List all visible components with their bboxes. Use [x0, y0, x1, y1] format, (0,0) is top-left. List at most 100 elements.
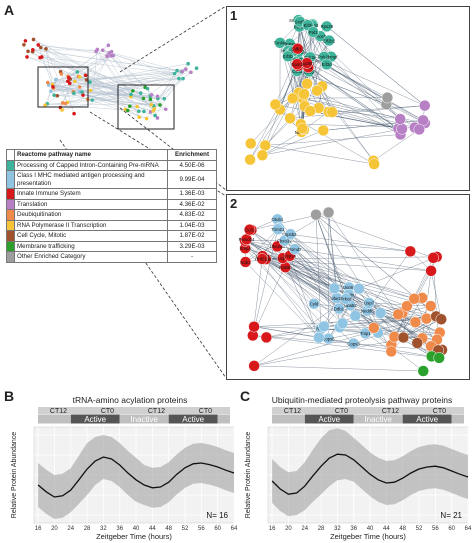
- overview-node: [39, 45, 43, 50]
- network-node-label: Rab5b: [279, 265, 292, 270]
- phase-band-tail: [451, 414, 464, 424]
- overview-network: [22, 37, 199, 130]
- network-node: [363, 297, 375, 309]
- overview-node: [59, 72, 64, 76]
- network-node: [433, 352, 445, 364]
- network-node-label: Prkcd: [341, 297, 353, 302]
- overview-node: [65, 79, 70, 84]
- legend-pathway-name: Class I MHC mediated antigen processing …: [14, 170, 168, 189]
- mean-line: [37, 456, 235, 498]
- phase-band-label: Active: [318, 415, 340, 424]
- network-node-label: Usp14: [284, 254, 297, 259]
- network-node: [347, 337, 360, 350]
- legend-color-swatch: [6, 209, 15, 221]
- network-node-label: Ube2n: [330, 296, 343, 301]
- network-node-label: Usp7: [364, 301, 375, 306]
- network-node: [418, 99, 431, 112]
- overview-node: [77, 75, 82, 79]
- network-node: [374, 307, 387, 319]
- legend-pathway-name: Innate Immune System: [14, 188, 168, 200]
- overview-zoom-box-2: [37, 66, 89, 108]
- n-count-label: N= 16: [206, 511, 228, 520]
- legend-enrichment-value: 1.04E-03: [167, 219, 217, 231]
- network-node: [336, 317, 349, 330]
- overview-node: [88, 80, 92, 84]
- x-tick-label: 44: [149, 526, 156, 532]
- phase-band-label: Inactive: [130, 415, 158, 424]
- network-node: [301, 77, 313, 90]
- x-tick-label: 48: [399, 526, 406, 532]
- confidence-band: [272, 428, 468, 517]
- network-node-label: Eif2b2: [323, 38, 336, 43]
- network-node: [289, 243, 301, 255]
- overview-node: [77, 85, 82, 89]
- network-node: [420, 312, 433, 325]
- network-node-label: Rps28: [321, 24, 334, 29]
- ct-label: CT0: [199, 408, 212, 415]
- overview-node: [180, 69, 185, 74]
- network-node-label: Trim21: [271, 227, 285, 232]
- legend-enrichment-value: 1.87E-02: [167, 230, 217, 242]
- network-node: [340, 293, 352, 305]
- y-axis-label: Relative Protein Abundance: [11, 432, 18, 518]
- overview-node: [26, 49, 30, 54]
- legend-header-swatch: [6, 149, 15, 161]
- network-node-label: Dpm3: [291, 62, 303, 67]
- network-2-graph: PkpSmpaTap1Psmd14Rab5bCybaUbe2d3Nub1Usp5…: [239, 206, 448, 377]
- phase-band-label: Active: [182, 415, 204, 424]
- overview-node: [95, 47, 100, 52]
- confidence-band: [38, 435, 234, 519]
- x-tick-label: 48: [165, 526, 172, 532]
- overview-node: [63, 101, 68, 106]
- network-node-label: Rnf213: [255, 257, 269, 262]
- phase-band: [119, 414, 169, 424]
- overview-node: [129, 92, 133, 97]
- legend-row: Class I MHC mediated antigen processing …: [6, 170, 217, 189]
- legend-enrichment-value: 4.50E-06: [167, 159, 217, 171]
- network-node-label: Spsb2: [284, 232, 297, 237]
- phase-band-label: Active: [84, 415, 106, 424]
- network-node-label: Uba52: [344, 303, 357, 308]
- network-node: [349, 310, 362, 322]
- legend-row: RNA Polymerase II Transcription 1.04E-03: [6, 219, 217, 231]
- network-node: [424, 300, 437, 312]
- network-node: [401, 300, 413, 312]
- ct-label-bar: [272, 407, 464, 414]
- network-node: [239, 256, 252, 268]
- network-node-label: Txnl4a: [274, 41, 288, 46]
- overview-node: [38, 55, 42, 60]
- legend-header-name: Reactome pathway name: [14, 149, 168, 161]
- overview-node: [73, 79, 77, 84]
- x-tick-label: 52: [182, 526, 189, 532]
- legend-enrichment-value: -: [167, 251, 217, 263]
- legend-color-swatch: [6, 188, 15, 200]
- overview-node: [145, 86, 150, 91]
- overview-node: [55, 93, 60, 98]
- legend-enrichment-value: 4.83E-02: [167, 209, 217, 221]
- network-node: [320, 58, 333, 71]
- network-node-label: Nedd8: [361, 309, 374, 314]
- network-node: [411, 337, 424, 349]
- network-node: [353, 282, 365, 295]
- network-node-label: Eif3d: [322, 62, 332, 67]
- ct-label: CT12: [50, 408, 67, 415]
- legend-row: Innate Immune System 1.36E-03: [6, 188, 217, 200]
- network-node: [323, 34, 335, 47]
- network-node: [394, 113, 406, 125]
- network-node: [308, 297, 320, 310]
- phase-band: [402, 414, 452, 424]
- x-tick-label: 16: [35, 526, 42, 532]
- overview-node: [49, 89, 53, 94]
- overview-node: [189, 70, 193, 75]
- overview-node: [137, 109, 141, 114]
- network-node: [260, 331, 273, 344]
- network-node-label: Ddb1: [334, 306, 345, 311]
- overview-node: [186, 61, 190, 66]
- mean-line: [271, 453, 469, 495]
- ct-label: CT12: [148, 408, 165, 415]
- overview-node: [107, 51, 111, 55]
- overview-node: [60, 108, 64, 112]
- network-node: [425, 265, 437, 277]
- network-node: [269, 98, 282, 111]
- legend-header-row: Reactome pathway name Enrichment: [6, 149, 217, 161]
